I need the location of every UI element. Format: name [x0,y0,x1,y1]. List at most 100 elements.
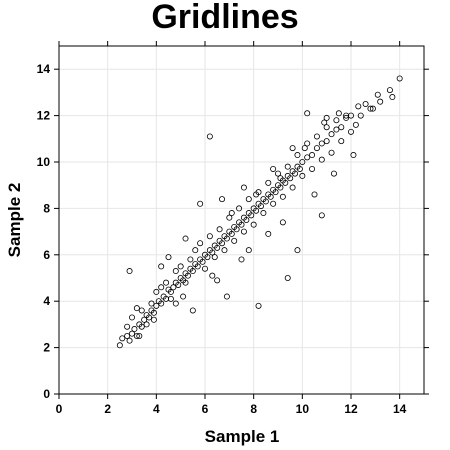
data-point [387,87,392,92]
y-tick-label: 8 [43,201,50,215]
data-point [163,280,168,285]
data-point [334,118,339,123]
data-point [217,227,222,232]
data-point [246,248,251,253]
data-point [120,336,125,341]
data-point [125,324,130,329]
data-point [271,201,276,206]
data-point [241,229,246,234]
data-point [151,317,156,322]
x-tick-label: 14 [393,402,407,416]
axis-ticks: 0 2 4 6 8 10 12 14 0 2 4 6 8 10 12 14 [37,41,429,416]
data-point [139,308,144,313]
data-point [314,145,319,150]
data-point [266,231,271,236]
data-point [329,132,334,137]
x-tick-label: 12 [344,402,358,416]
y-axis-label: Sample 2 [5,183,24,258]
data-point [178,264,183,269]
data-point [329,150,334,155]
y-tick-label: 10 [37,155,51,169]
data-point [280,194,285,199]
data-point [232,238,237,243]
data-point [319,157,324,162]
data-point [324,139,329,144]
data-point [339,139,344,144]
data-point [314,134,319,139]
data-point [241,185,246,190]
data-point [215,278,220,283]
x-tick-label: 2 [104,402,111,416]
y-tick-label: 2 [43,341,50,355]
data-point [319,213,324,218]
data-point [312,192,317,197]
data-point [356,104,361,109]
data-point [159,264,164,269]
data-point [207,134,212,139]
data-point [132,326,137,331]
data-point [256,303,261,308]
data-point [207,234,212,239]
data-point [285,164,290,169]
data-point [334,127,339,132]
gridlines [59,46,424,394]
data-point [198,241,203,246]
x-tick-label: 6 [202,402,209,416]
data-point [229,210,234,215]
data-point [285,275,290,280]
data-point [239,257,244,262]
data-point [193,248,198,253]
data-point [190,308,195,313]
data-point [134,306,139,311]
data-point [129,315,134,320]
data-point [363,101,368,106]
data-point [339,125,344,130]
x-tick-label: 4 [153,402,160,416]
data-point [266,180,271,185]
y-tick-label: 0 [43,387,50,401]
y-tick-label: 12 [37,109,51,123]
data-point [224,294,229,299]
data-point [271,166,276,171]
data-point [144,322,149,327]
x-tick-label: 8 [250,402,257,416]
chart-title: Gridlines [151,0,298,36]
data-point [219,197,224,202]
data-point [188,257,193,262]
data-point [183,236,188,241]
y-tick-label: 14 [37,62,51,76]
data-points [117,76,402,348]
data-point [127,268,132,273]
data-point [302,145,307,150]
data-point [222,248,227,253]
data-point [290,145,295,150]
data-point [290,185,295,190]
y-tick-label: 4 [43,294,50,308]
data-point [127,338,132,343]
data-point [319,141,324,146]
data-point [305,155,310,160]
x-axis-label: Sample 1 [205,427,280,446]
data-point [280,220,285,225]
data-point [261,210,266,215]
data-point [375,92,380,97]
data-point [173,268,178,273]
x-tick-label: 10 [296,402,310,416]
data-point [309,152,314,157]
data-point [322,120,327,125]
x-tick-label: 0 [56,402,63,416]
data-point [295,152,300,157]
y-tick-label: 6 [43,248,50,262]
data-point [198,201,203,206]
data-point [246,197,251,202]
data-point [210,273,215,278]
plot-frame [59,46,424,394]
data-point [331,171,336,176]
data-point [353,122,358,127]
data-point [295,248,300,253]
data-point [159,285,164,290]
data-point [181,294,186,299]
data-point [351,152,356,157]
data-point [309,166,314,171]
